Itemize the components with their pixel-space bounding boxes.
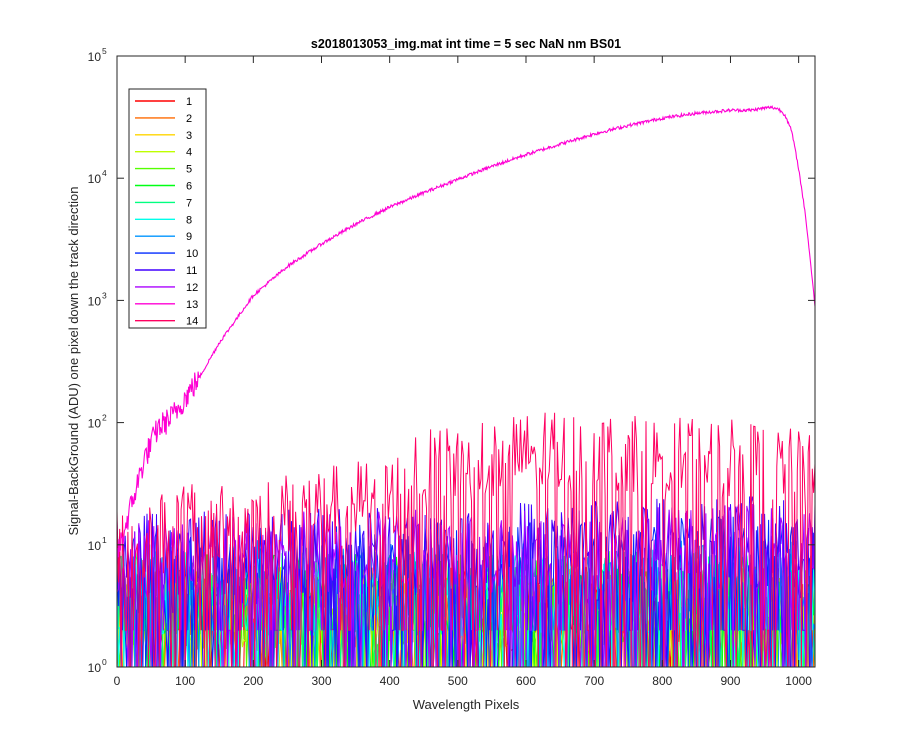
svg-text:10: 10 (88, 294, 102, 308)
series-line-13 (117, 104, 815, 565)
legend-label: 2 (186, 113, 192, 125)
legend-entry: 14 (135, 316, 198, 328)
x-tick-label: 400 (380, 674, 400, 688)
x-tick-label: 1000 (785, 674, 812, 688)
x-tick-label: 700 (584, 674, 604, 688)
y-tick-label: 10 2 (88, 413, 107, 431)
legend-entry: 4 (135, 147, 192, 159)
legend-label: 10 (186, 248, 198, 260)
series-line-14 (117, 412, 815, 667)
x-tick-label: 800 (652, 674, 672, 688)
svg-text:10: 10 (88, 172, 102, 186)
legend-label: 7 (186, 197, 192, 209)
svg-text:1: 1 (102, 535, 107, 545)
legend-label: 9 (186, 231, 192, 243)
svg-text:0: 0 (102, 657, 107, 667)
y-tick-label: 10 0 (88, 657, 107, 675)
legend-entry: 5 (135, 164, 192, 176)
legend-label: 8 (186, 214, 192, 226)
legend-entry: 8 (135, 214, 192, 226)
legend-label: 13 (186, 299, 198, 311)
svg-text:10: 10 (88, 417, 102, 431)
x-tick-label: 300 (311, 674, 331, 688)
chart-title: s2018013053_img.mat int time = 5 sec NaN… (311, 37, 621, 51)
legend-entry: 3 (135, 130, 192, 142)
legend-entry: 10 (135, 248, 198, 260)
legend-label: 11 (186, 265, 197, 277)
x-tick-label: 100 (175, 674, 195, 688)
x-tick-label: 200 (243, 674, 263, 688)
y-tick-label: 10 4 (88, 168, 107, 186)
svg-text:5: 5 (102, 46, 107, 56)
legend-box (128, 88, 207, 329)
legend-entry: 13 (135, 299, 198, 311)
y-tick-label: 10 1 (88, 535, 107, 553)
y-tick-label: 10 3 (88, 290, 107, 308)
x-axis-label: Wavelength Pixels (413, 697, 520, 712)
svg-text:10: 10 (88, 661, 102, 675)
svg-text:2: 2 (102, 413, 107, 423)
axes-box (116, 55, 816, 668)
legend-label: 14 (186, 316, 198, 328)
legend-label: 6 (186, 181, 192, 193)
x-tick-label: 600 (516, 674, 536, 688)
legend-entry: 6 (135, 181, 192, 193)
legend-entry: 7 (135, 197, 192, 209)
legend-entry: 2 (135, 113, 192, 125)
legend-label: 12 (186, 282, 198, 294)
legend-entry: 12 (135, 282, 198, 294)
legend-label: 5 (186, 164, 192, 176)
y-tick-label: 10 5 (88, 46, 107, 64)
svg-text:3: 3 (102, 290, 107, 300)
svg-text:4: 4 (102, 168, 107, 178)
svg-text:10: 10 (88, 50, 102, 64)
x-tick-label: 900 (720, 674, 740, 688)
legend-entry: 9 (135, 231, 192, 243)
svg-text:10: 10 (88, 539, 102, 553)
legend-label: 3 (186, 130, 192, 142)
legend-label: 1 (186, 96, 192, 108)
series-layer (117, 104, 815, 667)
y-axis-label: Signal-BackGround (ADU) one pixel down t… (66, 186, 81, 535)
x-tick-label: 500 (448, 674, 468, 688)
legend-entry: 1 (135, 96, 192, 108)
x-tick-label: 0 (114, 674, 121, 688)
legend-label: 4 (186, 147, 192, 159)
legend-entry: 11 (135, 265, 197, 277)
